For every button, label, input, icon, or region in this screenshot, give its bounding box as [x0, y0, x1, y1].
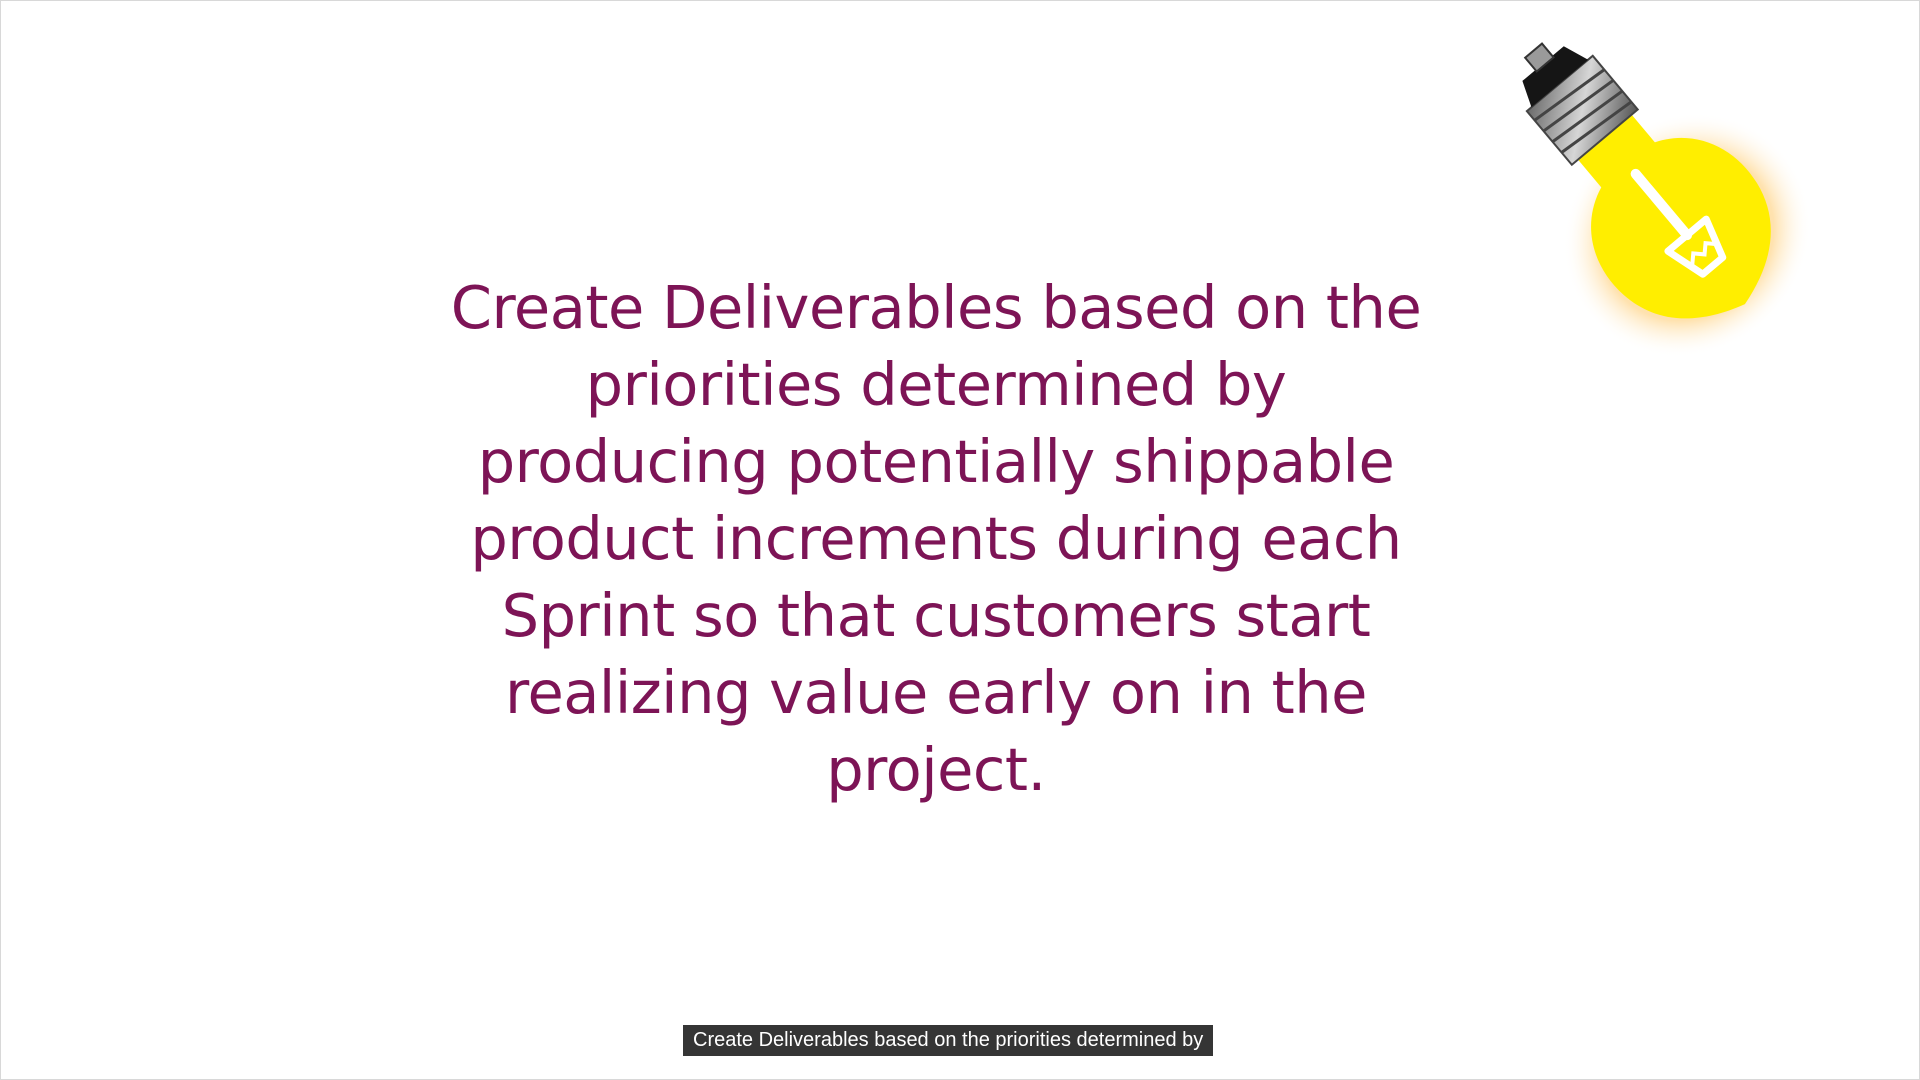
slide-text-line: producing potentially shippable: [477, 427, 1395, 496]
slide-text-line: project.: [826, 735, 1046, 804]
slide-text-line: realizing value early on in the: [505, 658, 1367, 727]
slide-text-line: Create Deliverables based on the: [450, 273, 1422, 342]
subtitle-caption: Create Deliverables based on the priorit…: [683, 1025, 1214, 1056]
slide-text-line: priorities determined by: [585, 350, 1287, 419]
lightbulb-icon: [1506, 31, 1896, 361]
slide-text: Create Deliverables based on the priorit…: [401, 269, 1471, 808]
slide-text-line: Sprint so that customers start: [501, 581, 1371, 650]
slide-text-line: product increments during each: [470, 504, 1402, 573]
